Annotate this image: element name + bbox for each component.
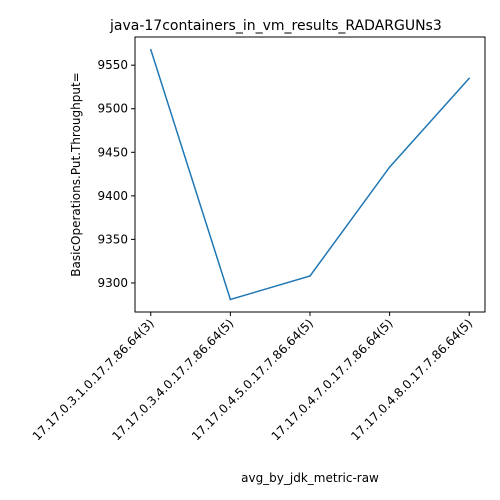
y-axis-label: BasicOperations.Put.Throughput= [69,72,83,276]
data-point [309,275,311,277]
y-tick-label: 9500 [97,102,128,116]
y-tick-label: 9400 [97,189,128,203]
data-point [229,298,232,301]
y-tick-label: 9350 [97,232,128,246]
x-axis: 17.17.0.3.1.0.17.7.86.64(3)17.17.0.3.4.0… [30,312,475,443]
x-axis-label: avg_by_jdk_metric-raw [241,471,379,485]
data-point [468,77,470,79]
y-tick-label: 9300 [97,276,128,290]
y-tick-label: 9450 [97,145,128,159]
plot-area-frame [134,36,486,313]
chart-title: java-17containers_in_vm_results_RADARGUN… [109,18,442,34]
data-point [150,48,152,51]
y-axis: 9300 9350 9400 9450 9500 9550 [97,58,135,290]
data-points [150,48,470,301]
data-point [388,166,391,168]
y-tick-label: 9550 [97,58,128,72]
series-line [150,49,470,301]
